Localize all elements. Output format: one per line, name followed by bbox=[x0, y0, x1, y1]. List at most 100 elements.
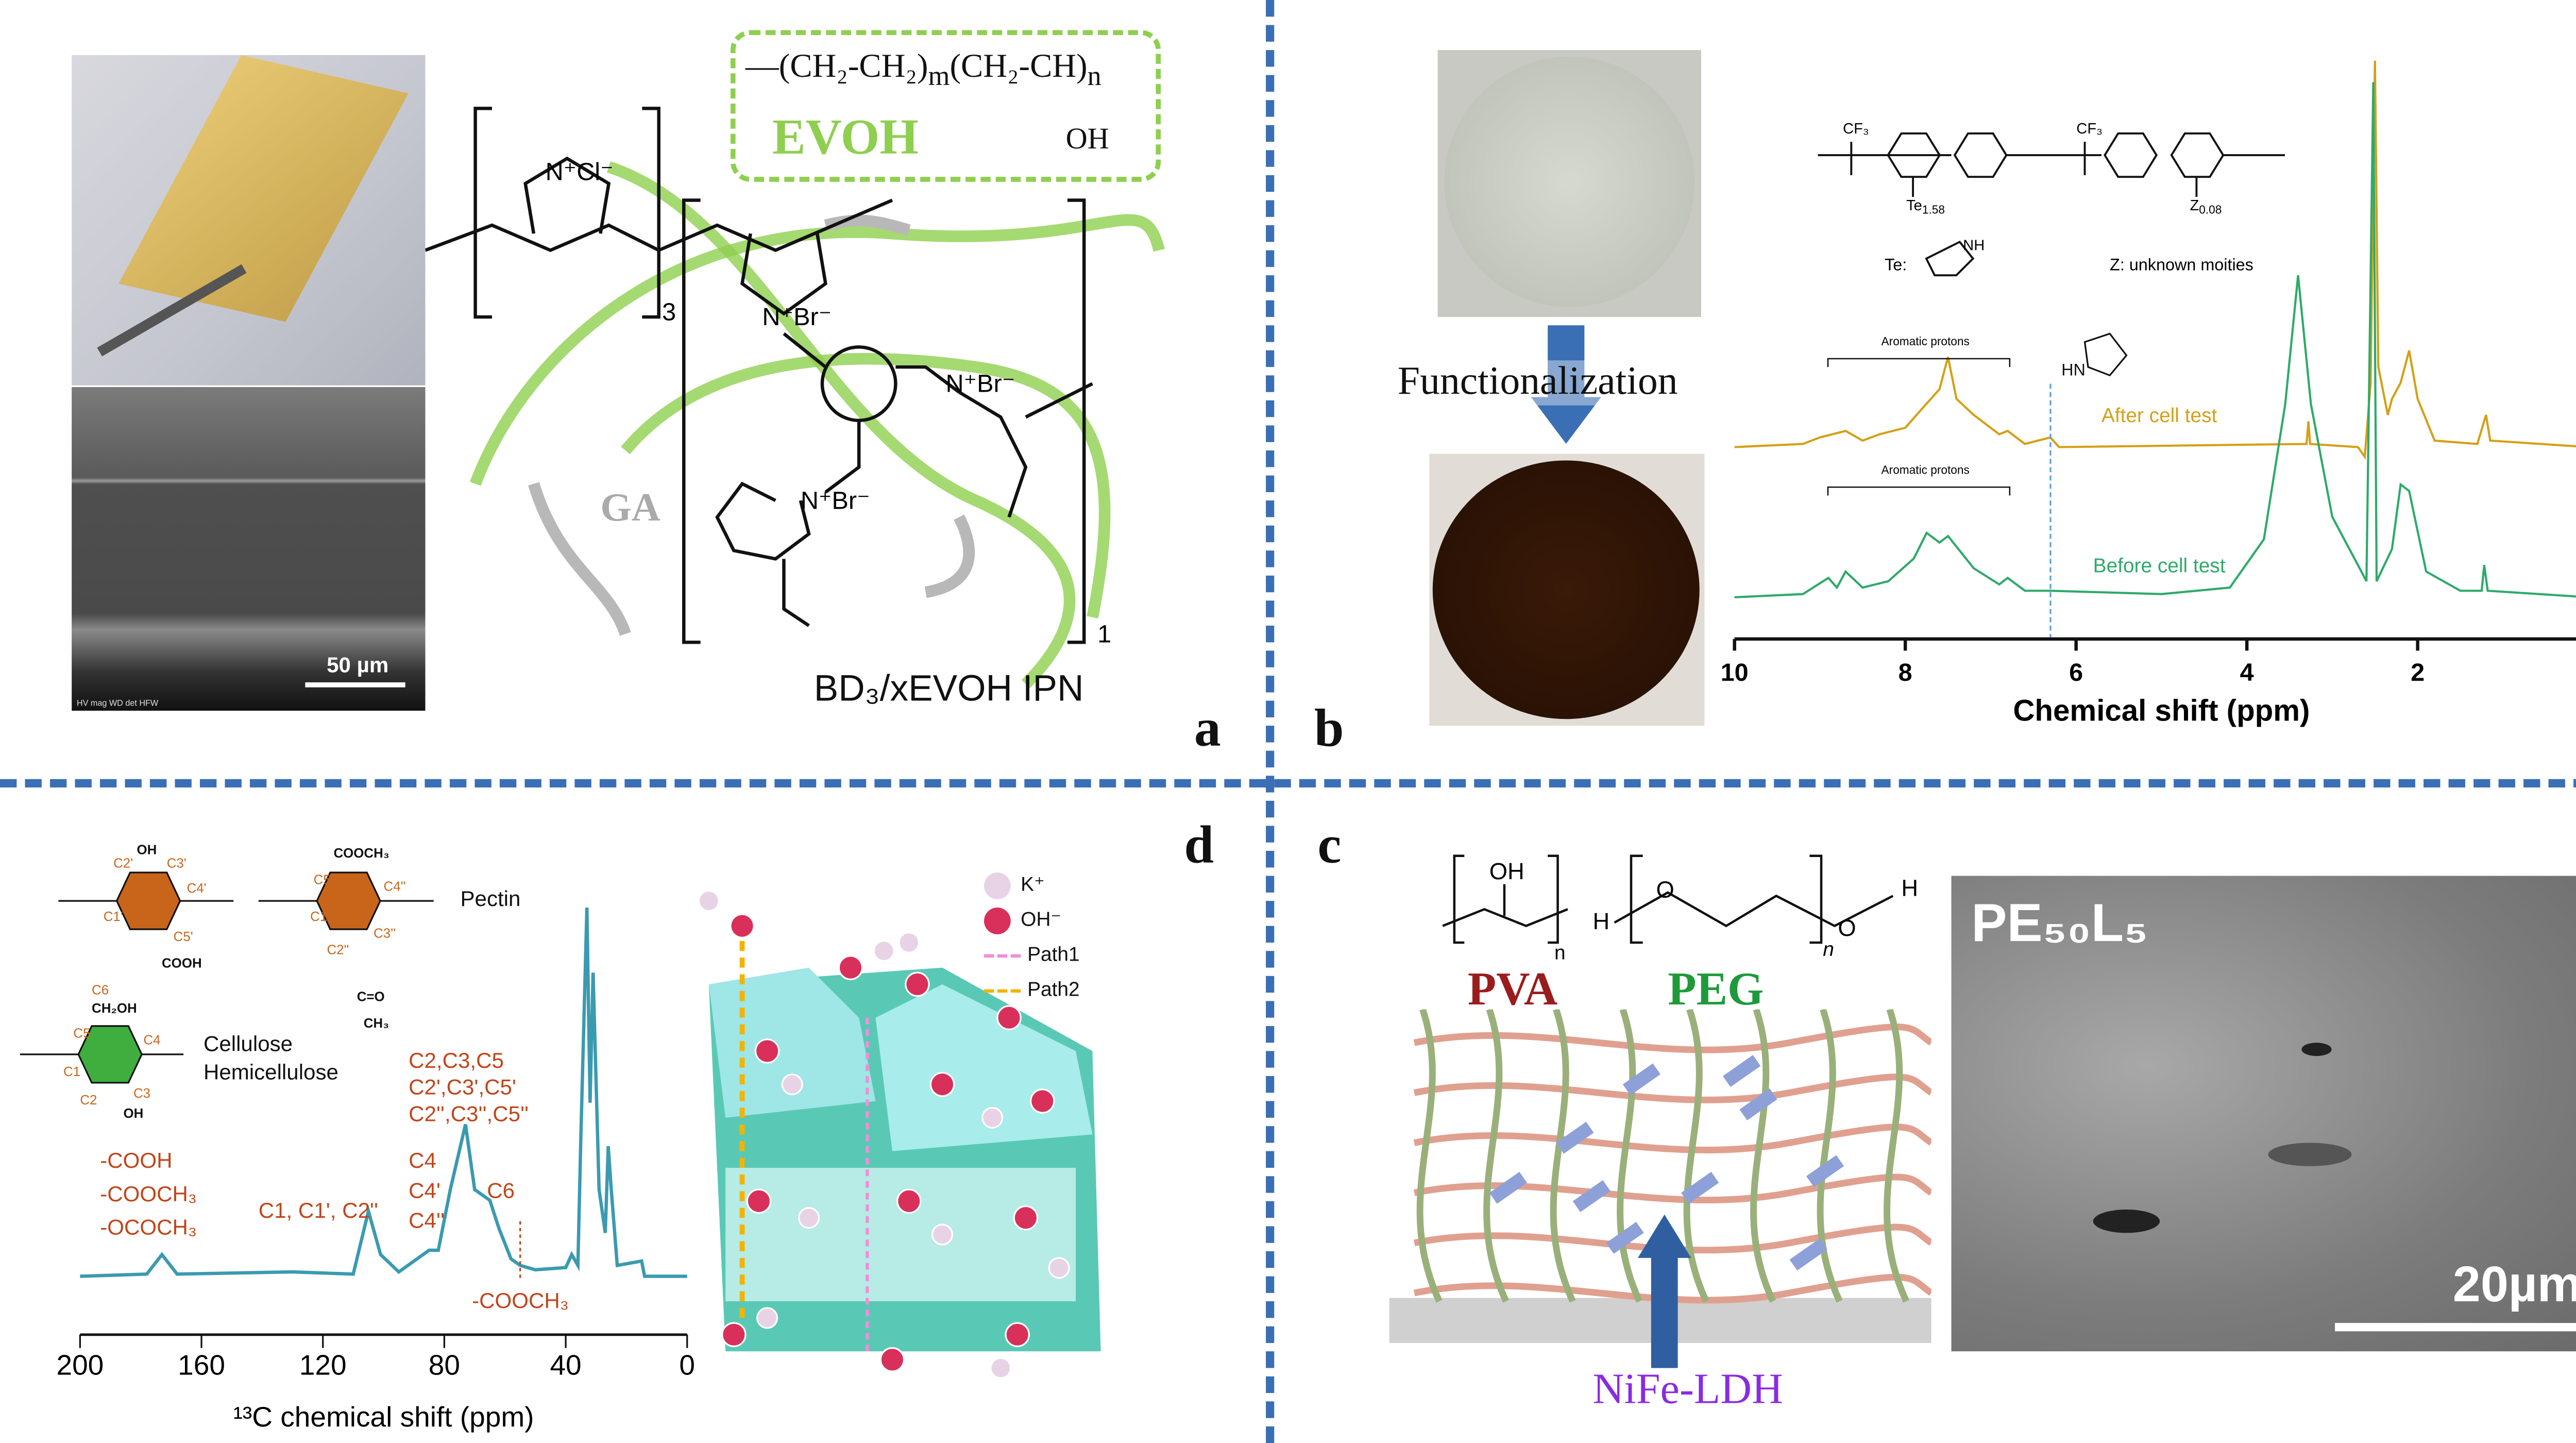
peak-annotation: C2',C3',C5' bbox=[409, 1075, 516, 1099]
aromatic-protons-label: Aromatic protons bbox=[1882, 334, 1970, 348]
sugar-atom-label: C5'' bbox=[314, 873, 336, 887]
sugar-atom-label: C2'' bbox=[327, 943, 349, 958]
ipn-caption: BD₃/xEVOH IPN bbox=[814, 667, 1084, 709]
ldh-platelet bbox=[1556, 1121, 1594, 1154]
k-ion bbox=[981, 1106, 1004, 1129]
peg-strand bbox=[1817, 1009, 1843, 1303]
sem-scale-bar bbox=[2335, 1323, 2576, 1332]
oh-ion bbox=[754, 1038, 780, 1064]
x-tick-label: 4 bbox=[2240, 659, 2254, 686]
z-symbol: Z bbox=[2190, 197, 2199, 214]
aromatic-protons-label: Aromatic protons bbox=[1882, 463, 1970, 476]
pva-strand bbox=[1413, 1023, 1931, 1053]
glucose-ring bbox=[77, 1025, 143, 1084]
ldh-platelet bbox=[1723, 1055, 1761, 1087]
peak-annotation: -COOH bbox=[100, 1148, 172, 1172]
ldh-platelet bbox=[1622, 1063, 1660, 1096]
ga-crosslink bbox=[528, 482, 631, 636]
film-photo bbox=[72, 55, 426, 385]
x-tick-label: 120 bbox=[299, 1349, 347, 1381]
divider-horizontal bbox=[0, 779, 2576, 787]
ldh-arrow-head bbox=[1637, 1214, 1691, 1258]
sugar-atom-label: C1' bbox=[104, 910, 123, 924]
k-ion bbox=[798, 1207, 820, 1229]
ldh-arrow bbox=[1651, 1251, 1678, 1368]
peg-strand bbox=[1416, 1009, 1443, 1303]
k-ion-icon bbox=[984, 872, 1011, 899]
pva-strand bbox=[1413, 1223, 1931, 1254]
pva-strand bbox=[1413, 1273, 1931, 1304]
sem-scale-bar bbox=[305, 682, 405, 687]
x-tick-label: 8 bbox=[1899, 659, 1912, 686]
panel-label-d: d bbox=[1184, 814, 1214, 875]
spectrum-line-0 bbox=[1734, 60, 2576, 460]
z-index: 0.08 bbox=[2199, 203, 2222, 216]
sugar-atom-label: C4' bbox=[187, 881, 207, 896]
oh-ion bbox=[929, 1071, 955, 1097]
peak-annotation: -OCOCH₃ bbox=[100, 1215, 197, 1239]
sugar-atom-label: OH bbox=[137, 843, 157, 857]
k-ion bbox=[931, 1223, 954, 1246]
pva-strand bbox=[1413, 1123, 1931, 1153]
peg-strand bbox=[1750, 1009, 1776, 1303]
x-tick-label: 2 bbox=[2411, 659, 2425, 686]
peg-o-left: O bbox=[1656, 877, 1674, 903]
legend-oh-label: OH⁻ bbox=[1021, 908, 1061, 931]
sem-sample-label: PE₅₀L₅ bbox=[1971, 892, 2148, 953]
series-label: After cell test bbox=[2102, 405, 2217, 427]
peg-h-left: H bbox=[1593, 908, 1610, 934]
evoh-label: EVOH bbox=[772, 110, 919, 165]
ga-label: GA bbox=[600, 485, 660, 529]
pva-strand bbox=[1413, 1173, 1931, 1204]
peg-strand bbox=[1884, 1009, 1910, 1303]
ldh-platelet bbox=[1806, 1155, 1844, 1187]
arrow-down-icon bbox=[1548, 325, 1585, 400]
path2-line-icon bbox=[984, 989, 1021, 993]
x-tick-label: 40 bbox=[550, 1349, 581, 1381]
nife-ldh-label: NiFe-LDH bbox=[1592, 1365, 1783, 1413]
evoh-box: —(CH₂-CH₂)m(CH₂-CH)n OH EVOH bbox=[730, 30, 1161, 182]
oh-ion bbox=[838, 955, 863, 980]
peg-h-right: H bbox=[1901, 875, 1918, 901]
sem-pore bbox=[2301, 1043, 2332, 1056]
sugar-atom-label: C3'' bbox=[374, 926, 396, 941]
ldh-platelet bbox=[1606, 1221, 1644, 1254]
peak-annotation: C1, C1', C2'' bbox=[259, 1198, 378, 1222]
divider-vertical bbox=[1266, 0, 1275, 1443]
arrow-down-head bbox=[1531, 397, 1601, 444]
panel-label-c: c bbox=[1317, 814, 1342, 875]
peak-annotation: C4' bbox=[409, 1178, 440, 1202]
k-ion bbox=[1048, 1257, 1070, 1279]
x-axis-title: ¹³C chemical shift (ppm) bbox=[233, 1401, 534, 1433]
c13-nmr-chart: -COOH -COOCH₃ -OCOCH₃ C1, C1', C2'' C4 C4' C4'… bbox=[56, 907, 695, 1433]
k-ion bbox=[990, 1357, 1012, 1379]
functionalization-label: Functionalization bbox=[1397, 360, 1678, 406]
evoh-chain bbox=[469, 214, 1165, 486]
tetrazole-ring bbox=[2083, 332, 2128, 377]
k-ion bbox=[756, 1307, 778, 1329]
peak-annotation: C2'',C3'',C5'' bbox=[409, 1101, 529, 1126]
ldh-platelet bbox=[1789, 1238, 1827, 1271]
cf3-label: CF₃ bbox=[1843, 121, 1869, 137]
sugar-atom-label: C1' bbox=[310, 910, 330, 924]
oh-ion bbox=[905, 971, 930, 997]
peg-strand bbox=[1683, 1009, 1709, 1303]
bracket bbox=[1827, 358, 2011, 367]
panel-label-a: a bbox=[1194, 697, 1221, 758]
membrane-disc-clear bbox=[1444, 57, 1694, 307]
membrane-photo-after bbox=[1429, 454, 1705, 726]
evoh-chain bbox=[606, 161, 1076, 689]
legend-k: K⁺ bbox=[984, 867, 1080, 902]
yellow-film bbox=[118, 55, 409, 322]
pva-n: n bbox=[1554, 942, 1566, 964]
sugar-atom-label: C5' bbox=[174, 930, 193, 944]
bracket bbox=[1827, 486, 2011, 496]
peg-strand bbox=[1550, 1009, 1576, 1303]
spectrum-line-1 bbox=[1734, 82, 2576, 599]
cellulose-label: Cellulose bbox=[203, 1031, 293, 1056]
panel-label-b: b bbox=[1314, 697, 1344, 758]
peak-annotation: C4'' bbox=[409, 1209, 445, 1233]
evoh-oh: OH bbox=[1065, 122, 1109, 156]
evoh-formula-left: —(CH₂-CH₂) bbox=[745, 48, 928, 86]
